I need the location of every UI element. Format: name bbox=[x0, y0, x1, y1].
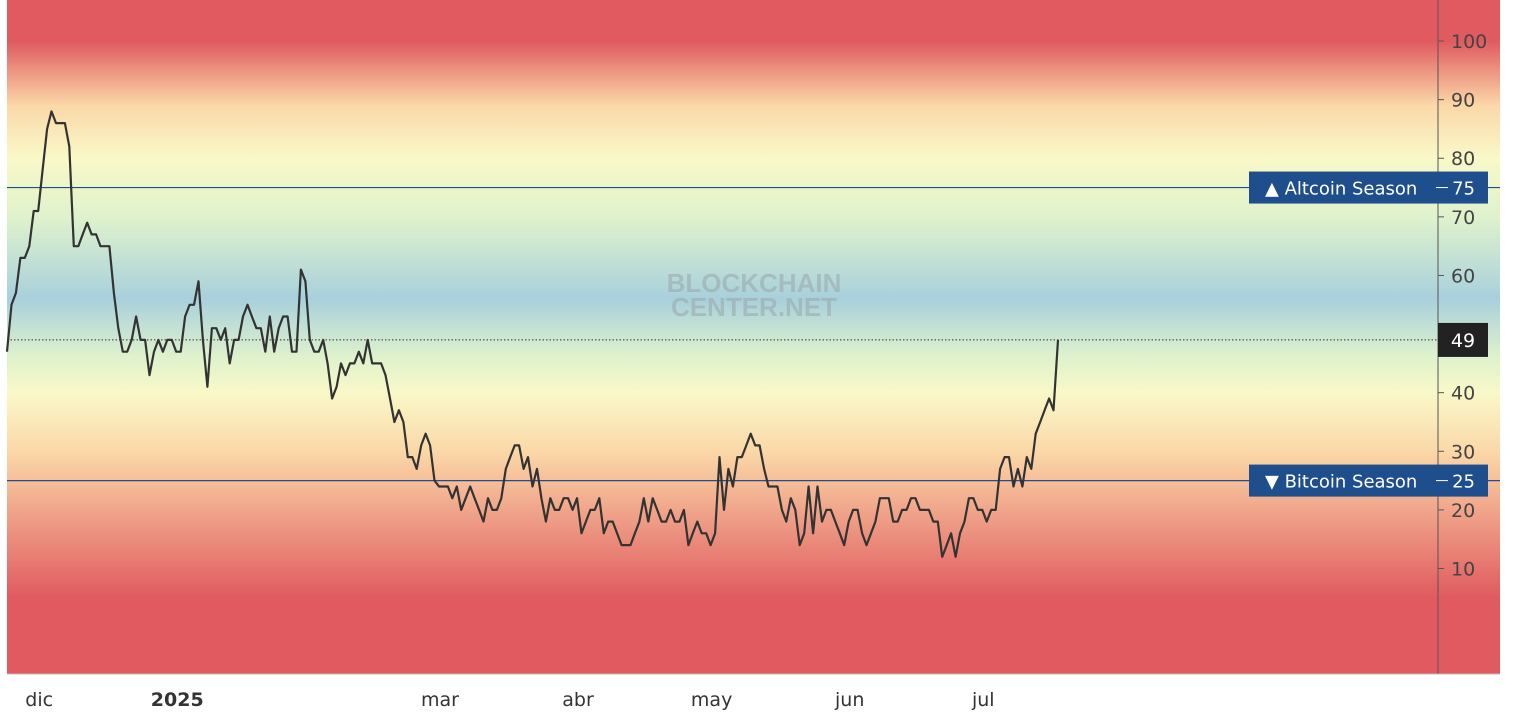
threshold-labels: ▲ Altcoin Season 75 ▼ Bitcoin Season 25 49 bbox=[1249, 171, 1488, 497]
bitcoin-season-label-box bbox=[1249, 464, 1488, 497]
current-value-box bbox=[1438, 322, 1488, 357]
series-line bbox=[5, 110, 1060, 558]
watermark: BLOCKCHAIN CENTER.NET bbox=[667, 268, 842, 322]
y-tick-label: 20 bbox=[1451, 500, 1475, 522]
altcoin-season-value-label: 75 bbox=[1452, 179, 1475, 200]
watermark-line-1: BLOCKCHAIN bbox=[667, 268, 842, 298]
y-tick-label: 30 bbox=[1451, 441, 1475, 463]
y-tick-label: 90 bbox=[1451, 90, 1475, 112]
x-tick-label: 2025 bbox=[151, 689, 204, 711]
bitcoin-season-label: ▼ Bitcoin Season bbox=[1265, 472, 1417, 493]
x-tick-label: may bbox=[691, 689, 732, 711]
right-edge-strip bbox=[1500, 0, 1522, 728]
y-tick-label: 70 bbox=[1451, 207, 1475, 229]
x-tick-label: jul bbox=[971, 689, 995, 711]
y-tick-label: 60 bbox=[1451, 265, 1475, 287]
y-tick-label: 40 bbox=[1451, 383, 1475, 405]
x-axis-ticks: dic 2025 mar abr may jun jul bbox=[25, 689, 994, 711]
series-layer bbox=[5, 110, 1060, 558]
altcoin-season-label: ▲ Altcoin Season bbox=[1265, 179, 1417, 200]
y-tick-label: 10 bbox=[1451, 559, 1475, 581]
watermark-line-2: CENTER.NET bbox=[671, 292, 837, 322]
y-tick-label: 80 bbox=[1451, 148, 1475, 170]
y-axis-ticks: 10 20 30 40 60 70 80 90 100 bbox=[1438, 31, 1487, 581]
plot-background bbox=[7, 0, 1500, 674]
y-tick-label: 100 bbox=[1451, 31, 1487, 53]
x-tick-label: dic bbox=[25, 689, 53, 711]
current-value-label: 49 bbox=[1451, 330, 1475, 352]
x-tick-label: mar bbox=[421, 689, 459, 711]
altcoin-season-label-box bbox=[1249, 171, 1488, 204]
x-tick-label: abr bbox=[562, 689, 594, 711]
bitcoin-season-value-label: 25 bbox=[1452, 472, 1475, 493]
x-tick-label: jun bbox=[834, 689, 864, 711]
